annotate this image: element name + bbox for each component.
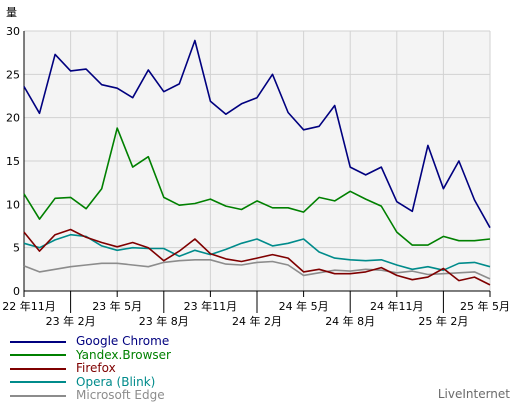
- y-tick-labels: 0 5 10 15 20 25 30: [6, 25, 20, 298]
- x-tick-label: 25 年 5月: [460, 299, 510, 313]
- series-line-opera-blink: [23, 233, 491, 272]
- series-line-yandex-browser: [23, 127, 491, 246]
- legend-swatch: [10, 367, 66, 370]
- x-tick-label: 23 年 5月: [92, 299, 142, 313]
- y-tick-label: 15: [6, 155, 20, 168]
- x-tick-label: 22 年11月: [2, 299, 56, 313]
- y-tick-label: 25: [6, 68, 20, 81]
- x-tick-label: 24 年11月: [370, 299, 424, 313]
- legend-item: Opera (Blink): [10, 374, 171, 389]
- legend-item: Firefox: [10, 362, 171, 375]
- legend-item: Google Chrome: [10, 335, 171, 348]
- series-line-google-chrome: [23, 39, 491, 229]
- legend-swatch: [10, 381, 66, 383]
- legend-label: Firefox: [76, 361, 116, 375]
- legend-swatch: [10, 354, 66, 356]
- legend-label: Microsoft Edge: [76, 388, 165, 402]
- y-tick-label: 10: [6, 198, 20, 211]
- axes: [23, 31, 491, 313]
- x-tick-label: 23 年11月: [184, 299, 238, 313]
- legend-item: Microsoft Edge: [10, 389, 171, 402]
- x-tick-label: 24 年 5月: [279, 299, 329, 313]
- x-tick-label: 25 年 2月: [418, 314, 468, 328]
- source-label: LiveInternet: [437, 387, 510, 401]
- series-line-firefox: [23, 228, 491, 286]
- y-tick-label: 0: [13, 285, 20, 298]
- legend-swatch: [10, 340, 66, 343]
- y-tick-label: 20: [6, 112, 20, 125]
- x-tick-label: 24 年 8月: [325, 314, 375, 328]
- legend-label: Yandex.Browser: [76, 347, 171, 362]
- x-tick-label: 24 年 2月: [232, 314, 282, 328]
- series-line-microsoft-edge: [23, 258, 491, 280]
- y-axis-label: 量: [6, 6, 17, 19]
- legend-label: Opera (Blink): [76, 374, 156, 389]
- series-lines: [23, 39, 491, 286]
- legend-item: Yandex.Browser: [10, 347, 171, 362]
- x-tick-label: 23 年 2月: [46, 314, 96, 328]
- y-tick-label: 5: [13, 242, 20, 255]
- legend-swatch: [10, 394, 66, 397]
- legend: Google Chrome Yandex.Browser Firefox Opera …: [10, 335, 171, 403]
- x-tick-label: 23 年 8月: [139, 314, 189, 328]
- legend-label: Google Chrome: [76, 334, 170, 348]
- y-tick-label: 30: [6, 25, 20, 38]
- grid-lines: [23, 30, 491, 291]
